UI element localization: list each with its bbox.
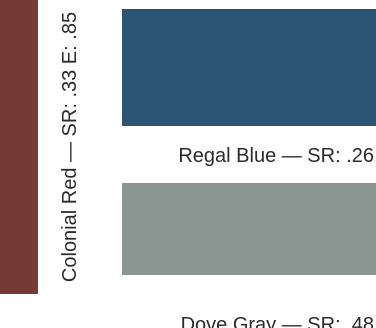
- regal-blue-label: Regal Blue — SR: .26: [178, 145, 374, 167]
- colonial-red-label: Colonial Red — SR: .33 E: .85: [59, 11, 81, 283]
- dove-gray-label: Dove Gray — SR: .48: [180, 314, 374, 328]
- dove-gray-swatch: [122, 183, 376, 275]
- regal-blue-swatch: [122, 9, 376, 126]
- colonial-red-swatch: [0, 0, 38, 294]
